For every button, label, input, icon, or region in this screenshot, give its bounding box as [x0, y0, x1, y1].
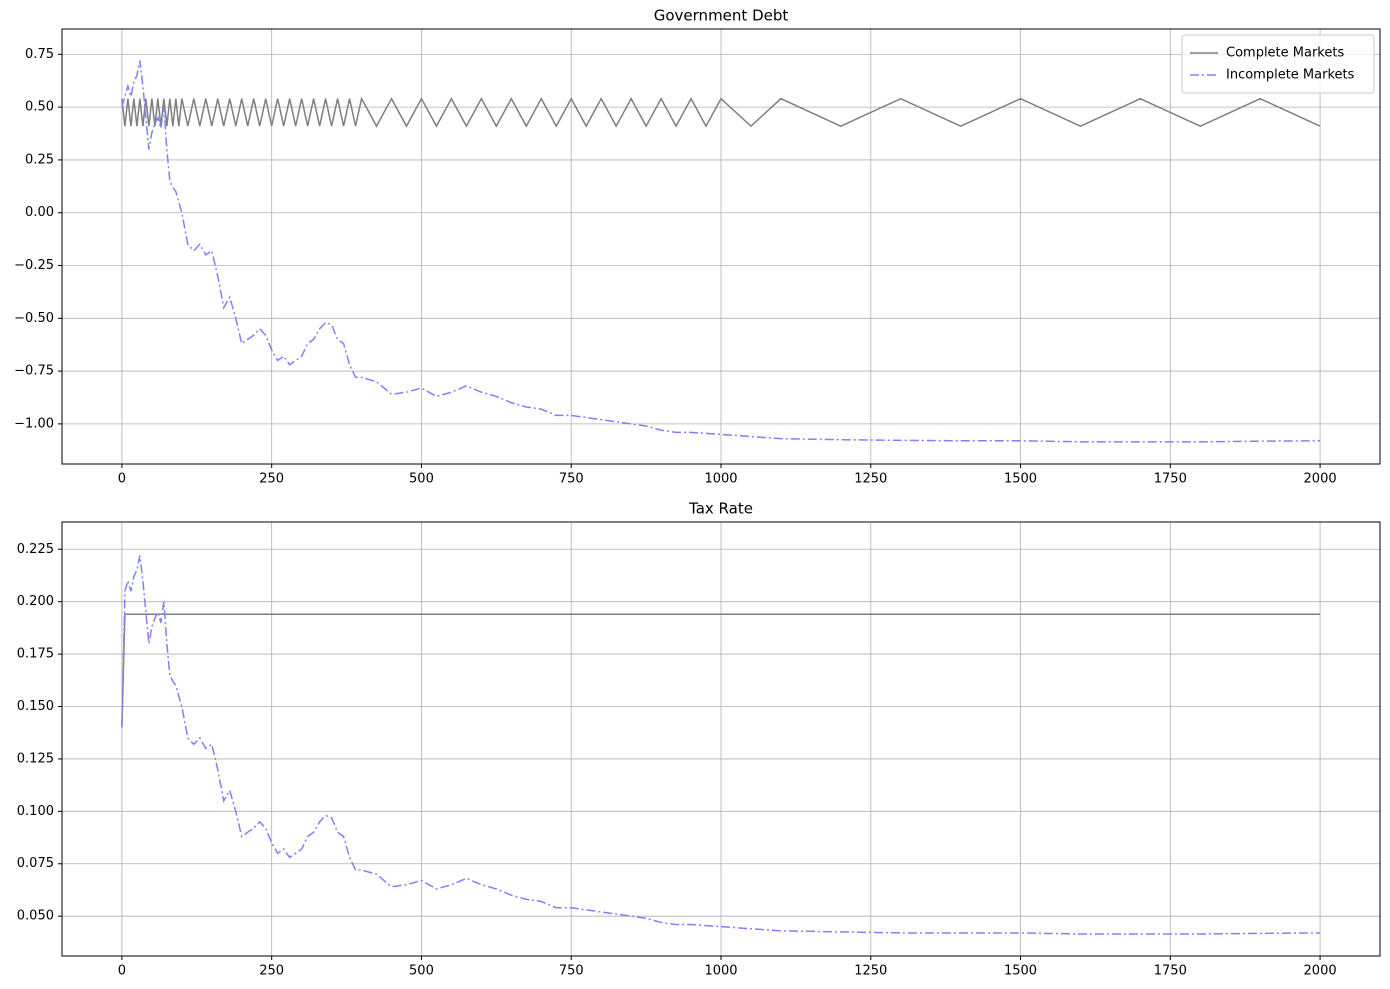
y-tick-label: 0.100 — [17, 804, 54, 819]
x-tick-label: 1750 — [1154, 472, 1187, 487]
y-tick-label: −1.00 — [14, 416, 54, 431]
x-tick-label: 0 — [118, 472, 126, 487]
series-line — [121, 96, 1321, 128]
x-tick-label: 2000 — [1304, 964, 1337, 979]
y-tick-label: 0.150 — [17, 699, 54, 714]
y-tick-label: 0.75 — [25, 47, 54, 62]
x-tick-label: 1250 — [854, 964, 887, 979]
y-tick-label: −0.50 — [14, 311, 54, 326]
series-line — [121, 60, 1321, 443]
x-tick-label: 2000 — [1304, 472, 1337, 487]
y-tick-label: 0.050 — [17, 909, 54, 924]
legend-label: Complete Markets — [1226, 46, 1344, 61]
x-tick-label: 1000 — [704, 964, 737, 979]
y-tick-label: −0.75 — [14, 364, 54, 379]
x-tick-label: 250 — [259, 964, 284, 979]
y-tick-label: 0.25 — [25, 152, 54, 167]
y-tick-label: 0.175 — [17, 647, 54, 662]
axes-frame — [61, 521, 1381, 957]
chart-title: Tax Rate — [688, 500, 753, 518]
x-tick-label: 1500 — [1004, 472, 1037, 487]
legend-label: Incomplete Markets — [1226, 68, 1355, 83]
x-tick-label: 1500 — [1004, 964, 1037, 979]
x-tick-label: 1750 — [1154, 964, 1187, 979]
plot-area — [121, 60, 1321, 443]
x-tick-label: 500 — [409, 472, 434, 487]
x-tick-label: 0 — [118, 964, 126, 979]
x-tick-label: 500 — [409, 964, 434, 979]
y-tick-label: 0.50 — [25, 100, 54, 115]
x-tick-label: 750 — [559, 964, 584, 979]
y-tick-label: 0.075 — [17, 856, 54, 871]
y-tick-label: −0.25 — [14, 258, 54, 273]
y-tick-label: 0.00 — [25, 205, 54, 220]
x-tick-label: 1000 — [704, 472, 737, 487]
x-tick-label: 250 — [259, 472, 284, 487]
y-tick-label: 0.125 — [17, 751, 54, 766]
y-tick-label: 0.200 — [17, 594, 54, 609]
series-line — [121, 555, 1321, 935]
x-tick-label: 750 — [559, 472, 584, 487]
x-tick-label: 1250 — [854, 472, 887, 487]
axes-frame — [61, 28, 1381, 465]
y-tick-label: 0.225 — [17, 542, 54, 557]
plot-area — [121, 555, 1321, 935]
legend-box — [1181, 34, 1375, 94]
chart-title: Government Debt — [654, 7, 789, 25]
